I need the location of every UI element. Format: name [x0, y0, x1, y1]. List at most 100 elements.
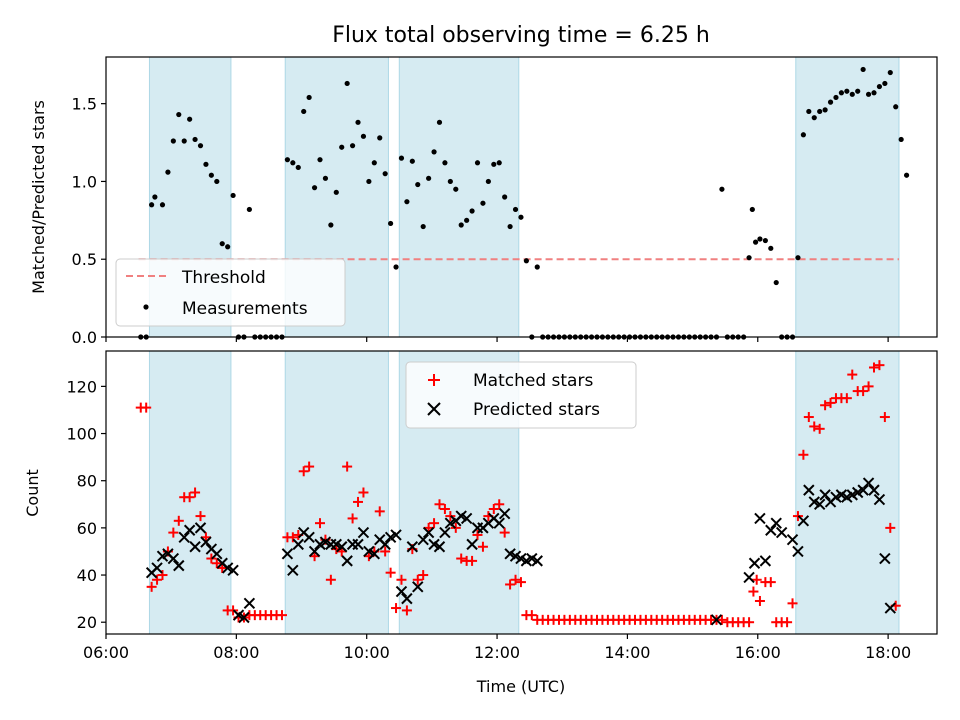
- top-legend-box: [115, 258, 346, 327]
- predicted-stars-points: [145, 477, 896, 626]
- measurement-point: [833, 94, 839, 101]
- measurement-point: [388, 220, 394, 227]
- predicted-star-point: [194, 522, 207, 534]
- predicted-star-point: [460, 512, 473, 525]
- measurement-point: [534, 264, 540, 270]
- top-y-axis-label: Matched/Predicted stars: [29, 100, 48, 294]
- measurement-point: [322, 175, 329, 181]
- predicted-star-point: [341, 555, 353, 567]
- matched-star-point: [401, 605, 412, 616]
- top-x-ticks: [105, 337, 889, 342]
- predicted-star-point: [189, 541, 201, 553]
- measurement-point: [159, 202, 166, 208]
- predicted-star-point: [352, 538, 364, 551]
- predicted-star-point: [200, 536, 212, 548]
- matched-star-point: [874, 360, 885, 371]
- matched-star-point: [751, 574, 762, 585]
- measurement-point: [844, 88, 850, 94]
- matched-star-point: [380, 546, 391, 557]
- top-y-tick-label: 0.5: [72, 250, 97, 269]
- matched-star-point: [157, 570, 168, 581]
- measurement-point: [176, 111, 182, 118]
- predicted-star-point: [401, 592, 413, 605]
- matched-star-point: [885, 522, 896, 533]
- predicted-star-point: [803, 484, 815, 496]
- matched-star-point: [276, 610, 287, 621]
- matched-star-point: [206, 553, 217, 564]
- measurement-point: [284, 157, 291, 163]
- measurement-point: [762, 237, 768, 244]
- measurement-point: [333, 189, 339, 195]
- matched-star-point: [412, 574, 423, 585]
- matched-star-point: [499, 527, 510, 538]
- measurement-point: [187, 116, 193, 122]
- measurement-point: [507, 223, 513, 230]
- measurement-point: [436, 119, 443, 125]
- predicted-star-point: [792, 545, 804, 558]
- matched-star-point: [494, 499, 505, 510]
- predicted-star-point: [167, 552, 180, 565]
- bottom-legend: Matched stars Predicted stars: [405, 361, 637, 429]
- predicted-star-point: [748, 557, 761, 569]
- measurement-point: [192, 136, 198, 143]
- top-legend: Threshold Measurements: [115, 258, 346, 327]
- predicted-star-point: [287, 564, 299, 577]
- matched-star-point: [314, 518, 325, 529]
- bottom-y-tick-label: 20: [77, 613, 97, 632]
- matched-star-point: [385, 567, 396, 578]
- predicted-star-point: [412, 581, 424, 593]
- predicted-star-point: [227, 564, 239, 577]
- matched-star-point: [304, 461, 315, 472]
- predicted-star-point: [308, 545, 321, 558]
- measurement-point: [306, 94, 312, 101]
- measurement-point: [339, 144, 345, 150]
- matched-star-point: [429, 518, 440, 529]
- matched-star-point: [858, 386, 869, 397]
- measurement-point: [491, 161, 497, 167]
- measurement-point: [203, 161, 209, 167]
- measurement-point: [290, 160, 296, 166]
- matched-star-point: [488, 504, 499, 515]
- matched-star-point: [809, 421, 820, 432]
- measurement-point: [382, 171, 388, 177]
- predicted-star-point: [368, 548, 381, 560]
- predicted-star-point: [710, 614, 723, 626]
- predicted-star-point: [395, 585, 408, 598]
- measurement-point: [420, 223, 426, 230]
- matched-star-point: [152, 574, 163, 585]
- predicted-star-point: [775, 526, 788, 539]
- measurement-point: [165, 169, 171, 175]
- chart-title: Flux total observing time = 6.25 h: [332, 23, 710, 48]
- shaded-interval-4: [795, 56, 900, 338]
- matched-star-point: [228, 605, 239, 616]
- measurement-point: [496, 160, 502, 166]
- measurement-point: [458, 222, 464, 228]
- measurement-point: [225, 244, 231, 250]
- legend-threshold-label: Threshold: [181, 268, 266, 288]
- predicted-star-point: [151, 562, 163, 574]
- top-y-tick-label: 1.5: [72, 95, 97, 114]
- predicted-star-point: [173, 559, 185, 572]
- matched-star-point: [787, 598, 798, 609]
- legend-measurements-label: Measurements: [182, 299, 308, 319]
- x-tick-label: 16:00: [735, 643, 781, 662]
- shaded-interval-2: [284, 350, 389, 635]
- measurement-point: [170, 138, 176, 144]
- measurement-points: [138, 66, 910, 340]
- matched-star-point: [814, 423, 825, 434]
- predicted-star-point: [797, 515, 810, 527]
- predicted-star-point: [406, 541, 419, 553]
- measurement-point: [806, 108, 812, 115]
- predicted-star-point: [786, 533, 799, 546]
- measurement-point: [811, 115, 817, 121]
- matched-star-point: [510, 574, 521, 585]
- matched-star-point: [868, 362, 879, 373]
- measurement-point: [360, 133, 367, 139]
- measurement-point: [230, 192, 236, 199]
- bottom-y-axis-label: Count: [23, 469, 42, 517]
- matched-star-point: [515, 577, 526, 588]
- matched-star-point: [754, 595, 765, 606]
- measurement-point: [469, 208, 475, 214]
- predicted-star-point: [466, 538, 478, 551]
